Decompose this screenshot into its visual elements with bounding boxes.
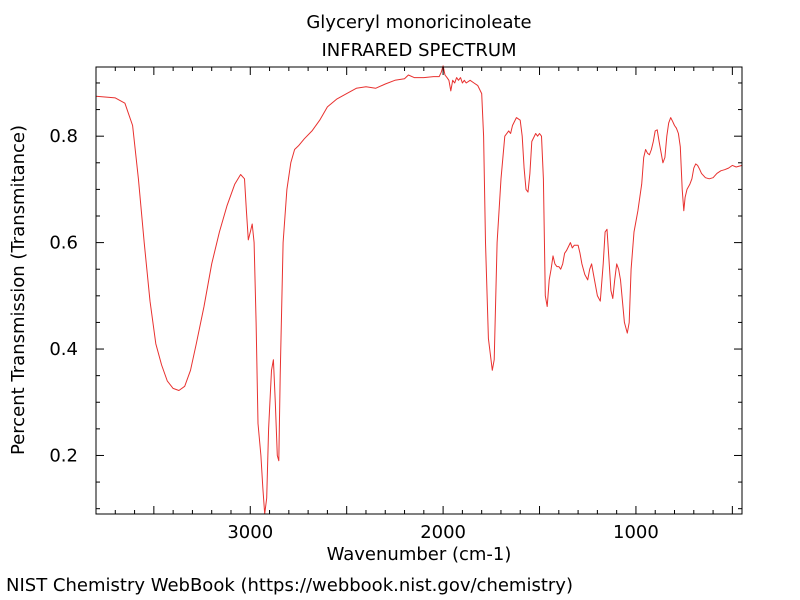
x-axis-label: Wavenumber (cm-1) xyxy=(327,544,512,565)
x-tick-label: 1000 xyxy=(613,522,659,543)
y-tick-label: 0.4 xyxy=(49,339,78,360)
plot-area xyxy=(95,65,743,515)
chart-title: Glyceryl monoricinoleate xyxy=(306,12,531,33)
y-axis-label: Percent Transmission (Transmitance) xyxy=(8,125,29,455)
source-credit: NIST Chemistry WebBook (https://webbook.… xyxy=(6,575,573,596)
x-axis: 3000 2000 1000 xyxy=(95,67,733,543)
x-tick-label: 2000 xyxy=(420,522,466,543)
y-tick-label: 0.2 xyxy=(49,445,78,466)
spectrum-line xyxy=(95,65,743,515)
y-axis: 0.2 0.4 0.6 0.8 xyxy=(49,82,742,510)
y-tick-label: 0.8 xyxy=(49,126,78,147)
chart-subtitle: INFRARED SPECTRUM xyxy=(321,40,516,61)
y-tick-label: 0.6 xyxy=(49,233,78,254)
x-tick-label: 3000 xyxy=(227,522,273,543)
plot-frame xyxy=(95,66,743,515)
